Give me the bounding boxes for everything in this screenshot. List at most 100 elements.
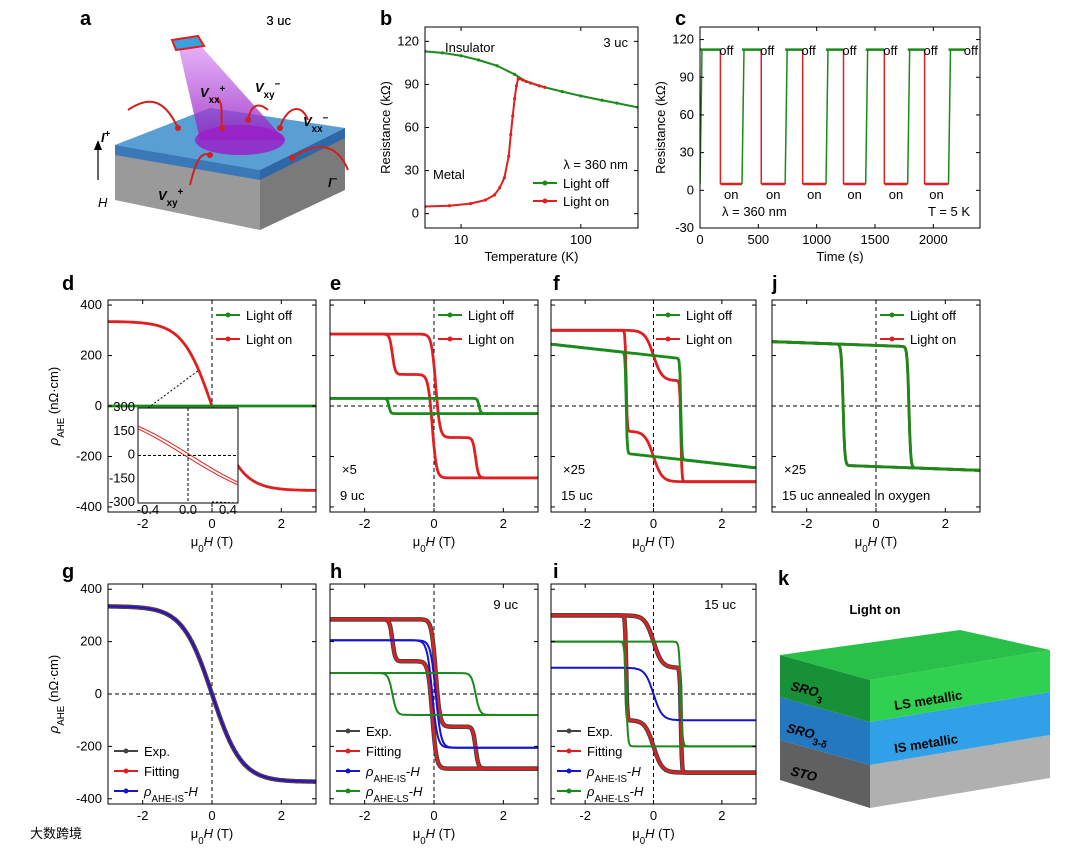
panel-d: -2 0 2 -400 -200 0 200 400 μ0H (T) ρAHE (nΩ·cm) Li…	[46, 13, 317, 555]
panel-label-a: a	[80, 8, 92, 30]
legend-marker	[566, 748, 572, 754]
plot-area	[330, 584, 538, 804]
x-axis-label: Time (s)	[816, 249, 863, 264]
inset-y-tick-label: 300	[113, 399, 135, 414]
y-tick-label: 60	[405, 120, 419, 135]
legend-marker	[225, 312, 231, 318]
series-curve	[551, 342, 756, 470]
inset-x-tick-label: 0.0	[179, 502, 197, 517]
inset-connector	[147, 370, 199, 409]
legend-label: Light off	[468, 308, 514, 323]
state-label-off: off	[802, 43, 817, 58]
panel-label-h: h	[330, 561, 342, 583]
x-tick-label: -2	[137, 808, 149, 823]
legend-label: Light on	[910, 332, 956, 347]
legend-marker	[345, 788, 351, 794]
watermark-text: 大数跨境	[30, 826, 82, 841]
sto-front	[780, 740, 870, 808]
annotation-scale: ×5	[342, 462, 357, 477]
y-tick-label: 30	[680, 145, 694, 160]
y-axis-label: ρAHE (nΩ·cm)	[46, 655, 67, 734]
data-point	[516, 77, 520, 81]
x-axis-label: μ0H (T)	[632, 534, 675, 555]
annotation-thickness: 3 uc	[603, 35, 628, 50]
x-tick-label: -2	[579, 808, 591, 823]
y-tick-label: 400	[80, 581, 102, 596]
is-front	[780, 697, 870, 765]
data-point	[495, 64, 499, 68]
x-tick-label: -2	[359, 516, 371, 531]
x-tick-label: 2	[718, 808, 725, 823]
series-curve	[330, 332, 538, 480]
legend-marker	[542, 198, 548, 204]
inset-connector	[211, 501, 239, 504]
switch-edge	[784, 49, 788, 185]
y-axis-label: Resistance (kΩ)	[378, 81, 393, 174]
vxx-plus-label: Vxx+	[200, 84, 226, 106]
x-tick-label: 0	[872, 516, 879, 531]
series-curve	[551, 666, 756, 722]
plot-area	[330, 300, 538, 512]
plot-area	[700, 48, 965, 186]
x-tick-label: 500	[747, 232, 769, 247]
data-point	[511, 114, 515, 118]
switch-edge	[947, 49, 952, 185]
x-tick-label: 2	[500, 516, 507, 531]
annotation-thickness: 15 uc	[704, 597, 736, 612]
legend-label: Light on	[246, 332, 292, 347]
series-curve	[108, 605, 316, 783]
legend-marker	[566, 728, 572, 734]
is-side	[870, 692, 1050, 765]
panel-j: -2 0 2 μ0H (T) Light off Light on ×25 15 uc ann…	[771, 299, 981, 555]
legend-label: Exp.	[144, 744, 170, 759]
annotation-thickness: 3 uc	[266, 13, 291, 28]
annotation-wavelength: λ = 360 nm	[563, 157, 628, 172]
inset-y-tick-label: -300	[109, 494, 135, 509]
data-point	[459, 54, 463, 58]
panel-label-i: i	[553, 561, 559, 583]
layer-sro3d-label: SRO3-δ	[784, 720, 831, 750]
annotation-insulator: Insulator	[445, 40, 496, 55]
plot-area	[551, 300, 756, 512]
state-label-off: off	[760, 43, 775, 58]
data-point	[476, 58, 481, 62]
annotation-thickness: 3 uc	[266, 13, 291, 28]
y-tick-label: -200	[76, 738, 102, 753]
y-tick-label: 120	[397, 33, 419, 48]
legend-label: Fitting	[587, 744, 622, 759]
legend-label: ρAHE-IS-H	[143, 784, 198, 805]
state-label-on: on	[724, 187, 738, 202]
panel-b: 10 100 0 30 60 90 120 Temperature (K) Resistance…	[378, 26, 639, 264]
y-tick-label: 90	[680, 69, 694, 84]
y-tick-label: 0	[95, 686, 102, 701]
light-on-title: Light on	[849, 602, 900, 617]
data-point	[543, 85, 547, 89]
x-axis-label: Temperature (K)	[485, 249, 579, 264]
x-axis-label: μ0H (T)	[632, 826, 675, 847]
data-point	[514, 84, 519, 88]
x-tick-label: 1000	[802, 232, 831, 247]
y-axis-label: ρAHE (nΩ·cm)	[46, 367, 67, 446]
switch-edge	[825, 49, 829, 185]
x-tick-label: 2	[500, 808, 507, 823]
state-label-on: on	[929, 187, 943, 202]
inset-curve	[137, 428, 239, 486]
y-tick-label: 0	[95, 398, 102, 413]
legend-label: Light off	[563, 176, 609, 191]
y-tick-label: 200	[80, 348, 102, 363]
annotation-wavelength: λ = 360 nm	[722, 204, 787, 219]
state-label-off: off	[923, 43, 938, 58]
x-tick-label: -2	[137, 516, 149, 531]
vxy-plus-label: Vxy+	[158, 187, 184, 209]
panel-h: -2 0 2 μ0H (T) Exp. Fitting ρAHE-IS-HρAHE-LS-H…	[329, 583, 539, 847]
x-tick-label: 2000	[919, 232, 948, 247]
ls-side	[870, 650, 1050, 722]
legend-marker	[665, 336, 671, 342]
data-point	[513, 97, 517, 101]
legend-marker	[345, 748, 351, 754]
legend-label: Light off	[246, 308, 292, 323]
x-axis-label: μ0H (T)	[191, 534, 234, 555]
h-field-label: H	[98, 195, 108, 210]
